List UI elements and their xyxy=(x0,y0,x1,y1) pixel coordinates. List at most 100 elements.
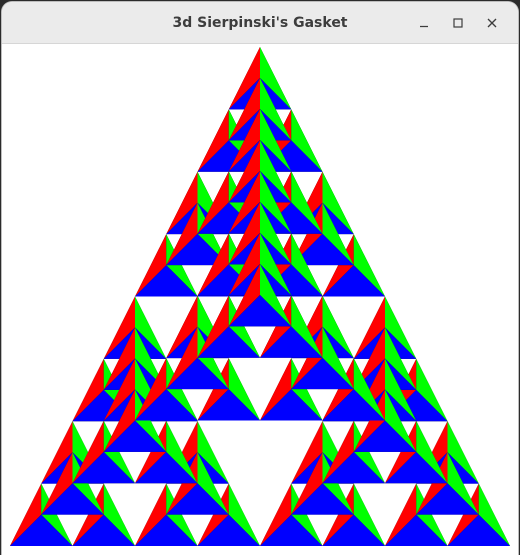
gasket-right-face xyxy=(228,358,260,421)
maximize-icon xyxy=(453,18,463,28)
gasket-right-face xyxy=(260,171,292,234)
gasket-right-face xyxy=(385,358,417,421)
minimize-button[interactable] xyxy=(412,12,436,34)
gasket-left-face xyxy=(228,140,260,203)
gasket-right-face xyxy=(291,233,323,296)
gasket-bottom-face xyxy=(103,420,167,452)
gasket-left-face xyxy=(228,109,260,172)
maximize-button[interactable] xyxy=(446,12,470,34)
gasket-bottom-face xyxy=(41,483,104,515)
gasket-bottom-face xyxy=(322,265,385,297)
gasket-right-face xyxy=(260,109,292,172)
gasket-bottom-face xyxy=(291,483,354,515)
gasket-right-face xyxy=(385,327,417,390)
gasket-right-face xyxy=(260,202,292,265)
gasket-right-face xyxy=(353,358,385,421)
render-canvas xyxy=(10,45,510,547)
gasket-right-face xyxy=(260,47,292,110)
gasket-left-face xyxy=(166,171,198,235)
close-icon xyxy=(487,18,497,28)
gasket-left-face xyxy=(41,421,73,484)
gasket-bottom-face xyxy=(260,326,323,358)
gasket-right-face xyxy=(353,234,385,297)
gasket-bottom-face xyxy=(322,451,385,484)
minimize-icon xyxy=(419,18,429,28)
gasket-bottom-face xyxy=(260,389,323,421)
gasket-bottom-face xyxy=(260,514,323,546)
gasket-bottom-face xyxy=(385,451,448,484)
gasket-right-face xyxy=(385,296,417,359)
gasket-left-face xyxy=(322,420,354,484)
gasket-bottom-face xyxy=(416,483,479,515)
title-bar[interactable]: 3d Sierpinski's Gasket xyxy=(2,2,518,44)
gasket-left-face xyxy=(197,171,229,234)
close-button[interactable] xyxy=(480,12,504,34)
gasket-left-face xyxy=(166,326,198,390)
gasket-right-face xyxy=(416,358,448,422)
gasket-bottom-face xyxy=(166,233,229,266)
gasket-left-face xyxy=(41,452,73,515)
gasket-bottom-face xyxy=(385,514,448,546)
gasket-right-face xyxy=(260,140,292,203)
gasket-left-face xyxy=(228,171,260,234)
gasket-left-face xyxy=(228,78,260,141)
gasket-left-face xyxy=(228,233,260,296)
gasket-bottom-face xyxy=(72,451,135,484)
gasket-right-face xyxy=(260,264,292,327)
gasket-bottom-face xyxy=(135,265,198,297)
gasket-right-face xyxy=(197,421,229,484)
gasket-left-face xyxy=(228,264,260,327)
gasket-right-face xyxy=(447,421,479,484)
gasket-right-face xyxy=(291,109,323,172)
gasket-right-face xyxy=(416,420,448,484)
gasket-bottom-face xyxy=(322,389,385,421)
gasket-left-face xyxy=(103,296,135,359)
gasket-bottom-face xyxy=(197,389,260,421)
gasket-right-face xyxy=(385,389,417,452)
gasket-left-face xyxy=(291,452,323,515)
gasket-left-face xyxy=(135,234,167,297)
gasket-right-face xyxy=(447,452,479,515)
gasket-right-face xyxy=(135,296,167,359)
gasket-left-face xyxy=(260,358,292,421)
gasket-bottom-face xyxy=(135,389,198,421)
gasket-left-face xyxy=(197,233,229,296)
gasket-left-face xyxy=(103,327,135,390)
gasket-right-face xyxy=(322,326,354,390)
gasket-bottom-face xyxy=(197,514,260,546)
gasket-left-face xyxy=(72,420,104,484)
sierpinski-gasket xyxy=(10,45,510,547)
gasket-bottom-face xyxy=(166,357,229,390)
gasket-right-face xyxy=(322,171,354,235)
gasket-right-face xyxy=(322,202,354,266)
gasket-bottom-face xyxy=(447,514,510,546)
gasket-right-face xyxy=(260,78,292,141)
gasket-bottom-face xyxy=(135,451,198,484)
gasket-bottom-face xyxy=(353,420,417,452)
gasket-left-face xyxy=(166,295,198,359)
gasket-right-face xyxy=(197,452,229,515)
gasket-left-face xyxy=(197,109,229,172)
window-title: 3d Sierpinski's Gasket xyxy=(172,15,348,31)
gasket-left-face xyxy=(228,47,260,110)
gasket-left-face xyxy=(353,296,385,359)
gasket-left-face xyxy=(135,358,167,421)
gasket-bottom-face xyxy=(166,483,229,515)
gasket-right-face xyxy=(260,233,292,296)
gasket-bottom-face xyxy=(72,514,135,546)
gasket-right-face xyxy=(322,295,354,359)
gasket-right-face xyxy=(291,295,323,358)
gasket-bottom-face xyxy=(322,514,385,546)
gasket-bottom-face xyxy=(10,514,73,546)
gasket-bottom-face xyxy=(291,233,354,266)
gasket-bottom-face xyxy=(291,357,354,390)
gasket-bottom-face xyxy=(228,295,292,327)
gasket-bottom-face xyxy=(197,326,260,358)
gasket-left-face xyxy=(197,295,229,358)
gasket-left-face xyxy=(103,358,135,421)
gasket-right-face xyxy=(166,420,198,484)
gasket-left-face xyxy=(228,202,260,265)
gasket-right-face xyxy=(291,171,323,234)
gasket-left-face xyxy=(103,389,135,452)
